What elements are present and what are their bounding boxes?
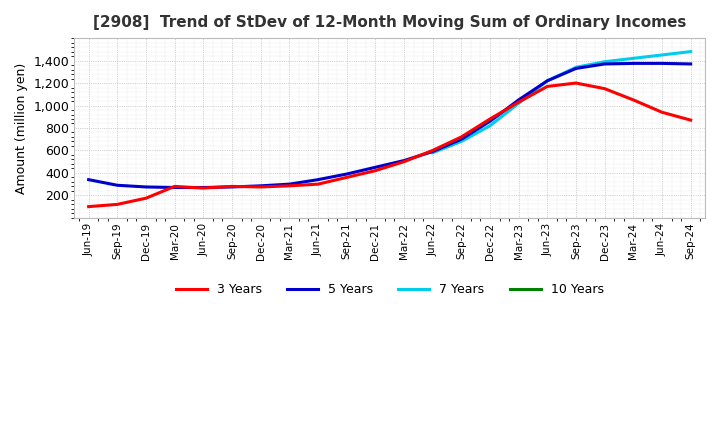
Y-axis label: Amount (million yen): Amount (million yen) [15, 62, 28, 194]
Title: [2908]  Trend of StDev of 12-Month Moving Sum of Ordinary Incomes: [2908] Trend of StDev of 12-Month Moving… [93, 15, 686, 30]
Legend: 3 Years, 5 Years, 7 Years, 10 Years: 3 Years, 5 Years, 7 Years, 10 Years [171, 279, 609, 301]
